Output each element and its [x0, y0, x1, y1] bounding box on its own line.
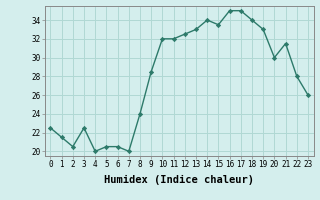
X-axis label: Humidex (Indice chaleur): Humidex (Indice chaleur)	[104, 175, 254, 185]
